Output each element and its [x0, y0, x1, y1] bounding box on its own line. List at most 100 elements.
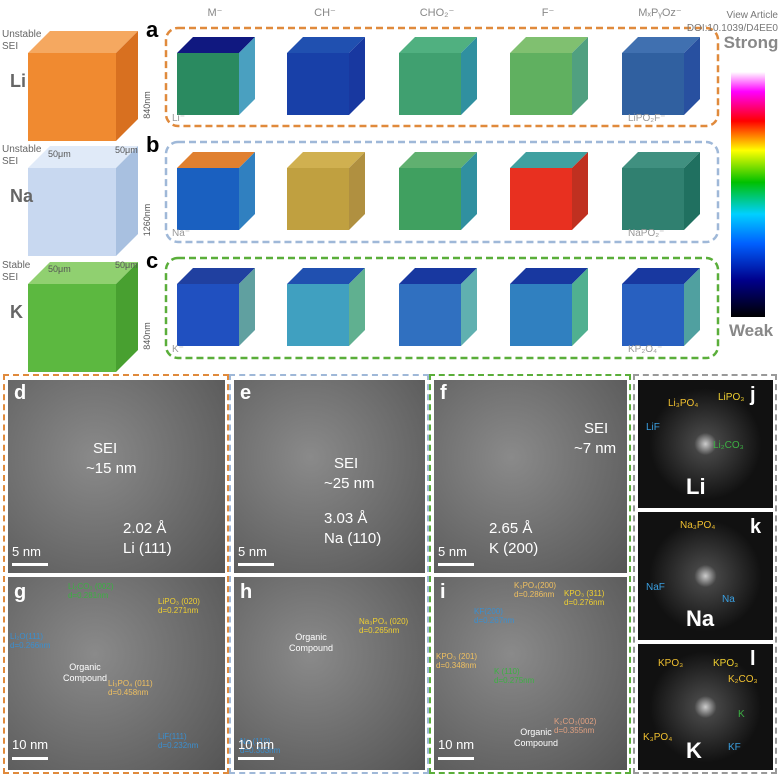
species-label: Li⁻ [172, 113, 185, 124]
width-label: 50μm [115, 260, 138, 270]
scale-label: 5 nm [238, 544, 267, 559]
cube-top [622, 268, 700, 284]
thickness-label: ~25 nm [324, 475, 375, 492]
species-label: K⁻ [172, 344, 184, 355]
cube-front [622, 284, 684, 346]
phase-image [434, 577, 627, 770]
fft-element: K [686, 738, 702, 763]
cube-side [239, 37, 255, 115]
sei-label: SEI [2, 156, 18, 167]
cube-front [399, 284, 461, 346]
scale-label: 10 nm [238, 737, 275, 752]
sei-label: SEI [93, 440, 118, 457]
cube-side [239, 152, 255, 230]
cube-top [622, 37, 700, 53]
column-header: M⁻ [208, 7, 223, 19]
phase-label: Li₃PO₄ (011) d=0.458nm [108, 679, 153, 697]
phase-label: Li₂O(111) d=0.266nm [10, 632, 51, 650]
cube-side [572, 37, 588, 115]
cube-top [28, 31, 138, 53]
cube-top [399, 37, 477, 53]
cube-top [177, 37, 255, 53]
column-header: F⁻ [542, 7, 555, 19]
species-label: LiPO₂F⁻ [628, 113, 666, 124]
panel-letter: c [146, 248, 158, 273]
panel-letter: i [440, 581, 446, 603]
top-panels: Strong Weak View Article DOI:10.1039/D4E… [2, 7, 779, 372]
column-header: MₓPᵧOz⁻ [638, 7, 682, 19]
cube-front [287, 284, 349, 346]
phase-label: K₂CO₃(002) d=0.355nm [554, 717, 597, 735]
spacing-label: 2.65 Å [489, 520, 533, 537]
fft-label: KPO₃ [713, 658, 739, 669]
depth-label: 1260nm [142, 204, 152, 237]
cube-side [684, 37, 700, 115]
phase-label: LiPO₃ (020) d=0.271nm [158, 597, 200, 615]
compound-label: Organic Compound [289, 632, 334, 653]
fft-element: Li [686, 474, 706, 499]
fft-image [638, 380, 773, 508]
sei-label: SEI [334, 455, 359, 472]
scale-bar [438, 757, 474, 760]
stability-label: Unstable [2, 29, 42, 40]
plane-label: Li (111) [123, 540, 172, 557]
frame-li [3, 374, 229, 774]
hrtem-image [434, 380, 627, 573]
thickness-label: ~7 nm [574, 440, 617, 457]
cube-front [177, 168, 239, 230]
scale-bar [438, 563, 474, 566]
cube-side [349, 152, 365, 230]
species-label: KP₂O₄⁻ [628, 344, 662, 355]
cube-side [684, 268, 700, 346]
sei-label: SEI [2, 41, 18, 52]
compound-label: Organic Compound [514, 727, 559, 748]
depth-label: 840nm [142, 91, 152, 119]
phase-label: Li₂CO₃ (002) d=0.281nm [68, 582, 114, 600]
fft-label: LiPO₃ [718, 392, 745, 403]
panel-letter: k [750, 516, 762, 538]
cube-front [622, 53, 684, 115]
phase-label: KPO₃ (201) d=0.348nm [436, 652, 478, 670]
panel-a-frame [164, 26, 720, 128]
cube-top [287, 152, 365, 168]
fft-label: K₃PO₄ [643, 732, 673, 743]
cube-front [28, 168, 116, 256]
phase-label: Na₃PO₄ (020) d=0.265nm [359, 617, 409, 635]
cube-front [510, 53, 572, 115]
compound-label: Organic Compound [63, 662, 108, 683]
cube-front [177, 53, 239, 115]
cube-top [287, 268, 365, 284]
colorbar-max: Strong [724, 33, 779, 52]
sei-label: SEI [2, 272, 18, 283]
spacing-label: 2.02 Å [123, 520, 167, 537]
frame-k [429, 374, 631, 774]
width-label: 50μm [115, 145, 138, 155]
fft-label: K₂CO₃ [728, 674, 758, 685]
cube-top [287, 37, 365, 53]
phase-label: KPO₃ (311) d=0.276nm [564, 589, 605, 607]
cube-top [399, 152, 477, 168]
cube-top [177, 268, 255, 284]
phase-label: K₃PO₄(200) d=0.286nm [514, 581, 557, 599]
fft-label: Na₃PO₄ [680, 520, 716, 531]
phase-label: KF(200) d=0.267nm [474, 607, 515, 625]
fft-label: K [738, 709, 745, 720]
scale-label: 10 nm [438, 737, 475, 752]
element-label: K [10, 302, 23, 322]
panel-letter: a [146, 17, 159, 42]
cube-side [116, 146, 138, 256]
sei-label: SEI [584, 420, 609, 437]
panel-letter: h [240, 581, 253, 603]
panel-letter: j [750, 384, 756, 406]
fft-label: Li₂CO₃ [713, 440, 744, 451]
watermark: DOI:10.1039/D4EE0 [687, 23, 779, 34]
scale-label: 5 nm [438, 544, 467, 559]
plane-label: K (200) [489, 540, 539, 557]
plane-label: Na (110) [324, 530, 382, 547]
scale-bar [12, 563, 48, 566]
cube-side [461, 152, 477, 230]
cube-side [116, 262, 138, 372]
panel-c-frame [164, 256, 720, 360]
frame-fft [633, 374, 777, 774]
